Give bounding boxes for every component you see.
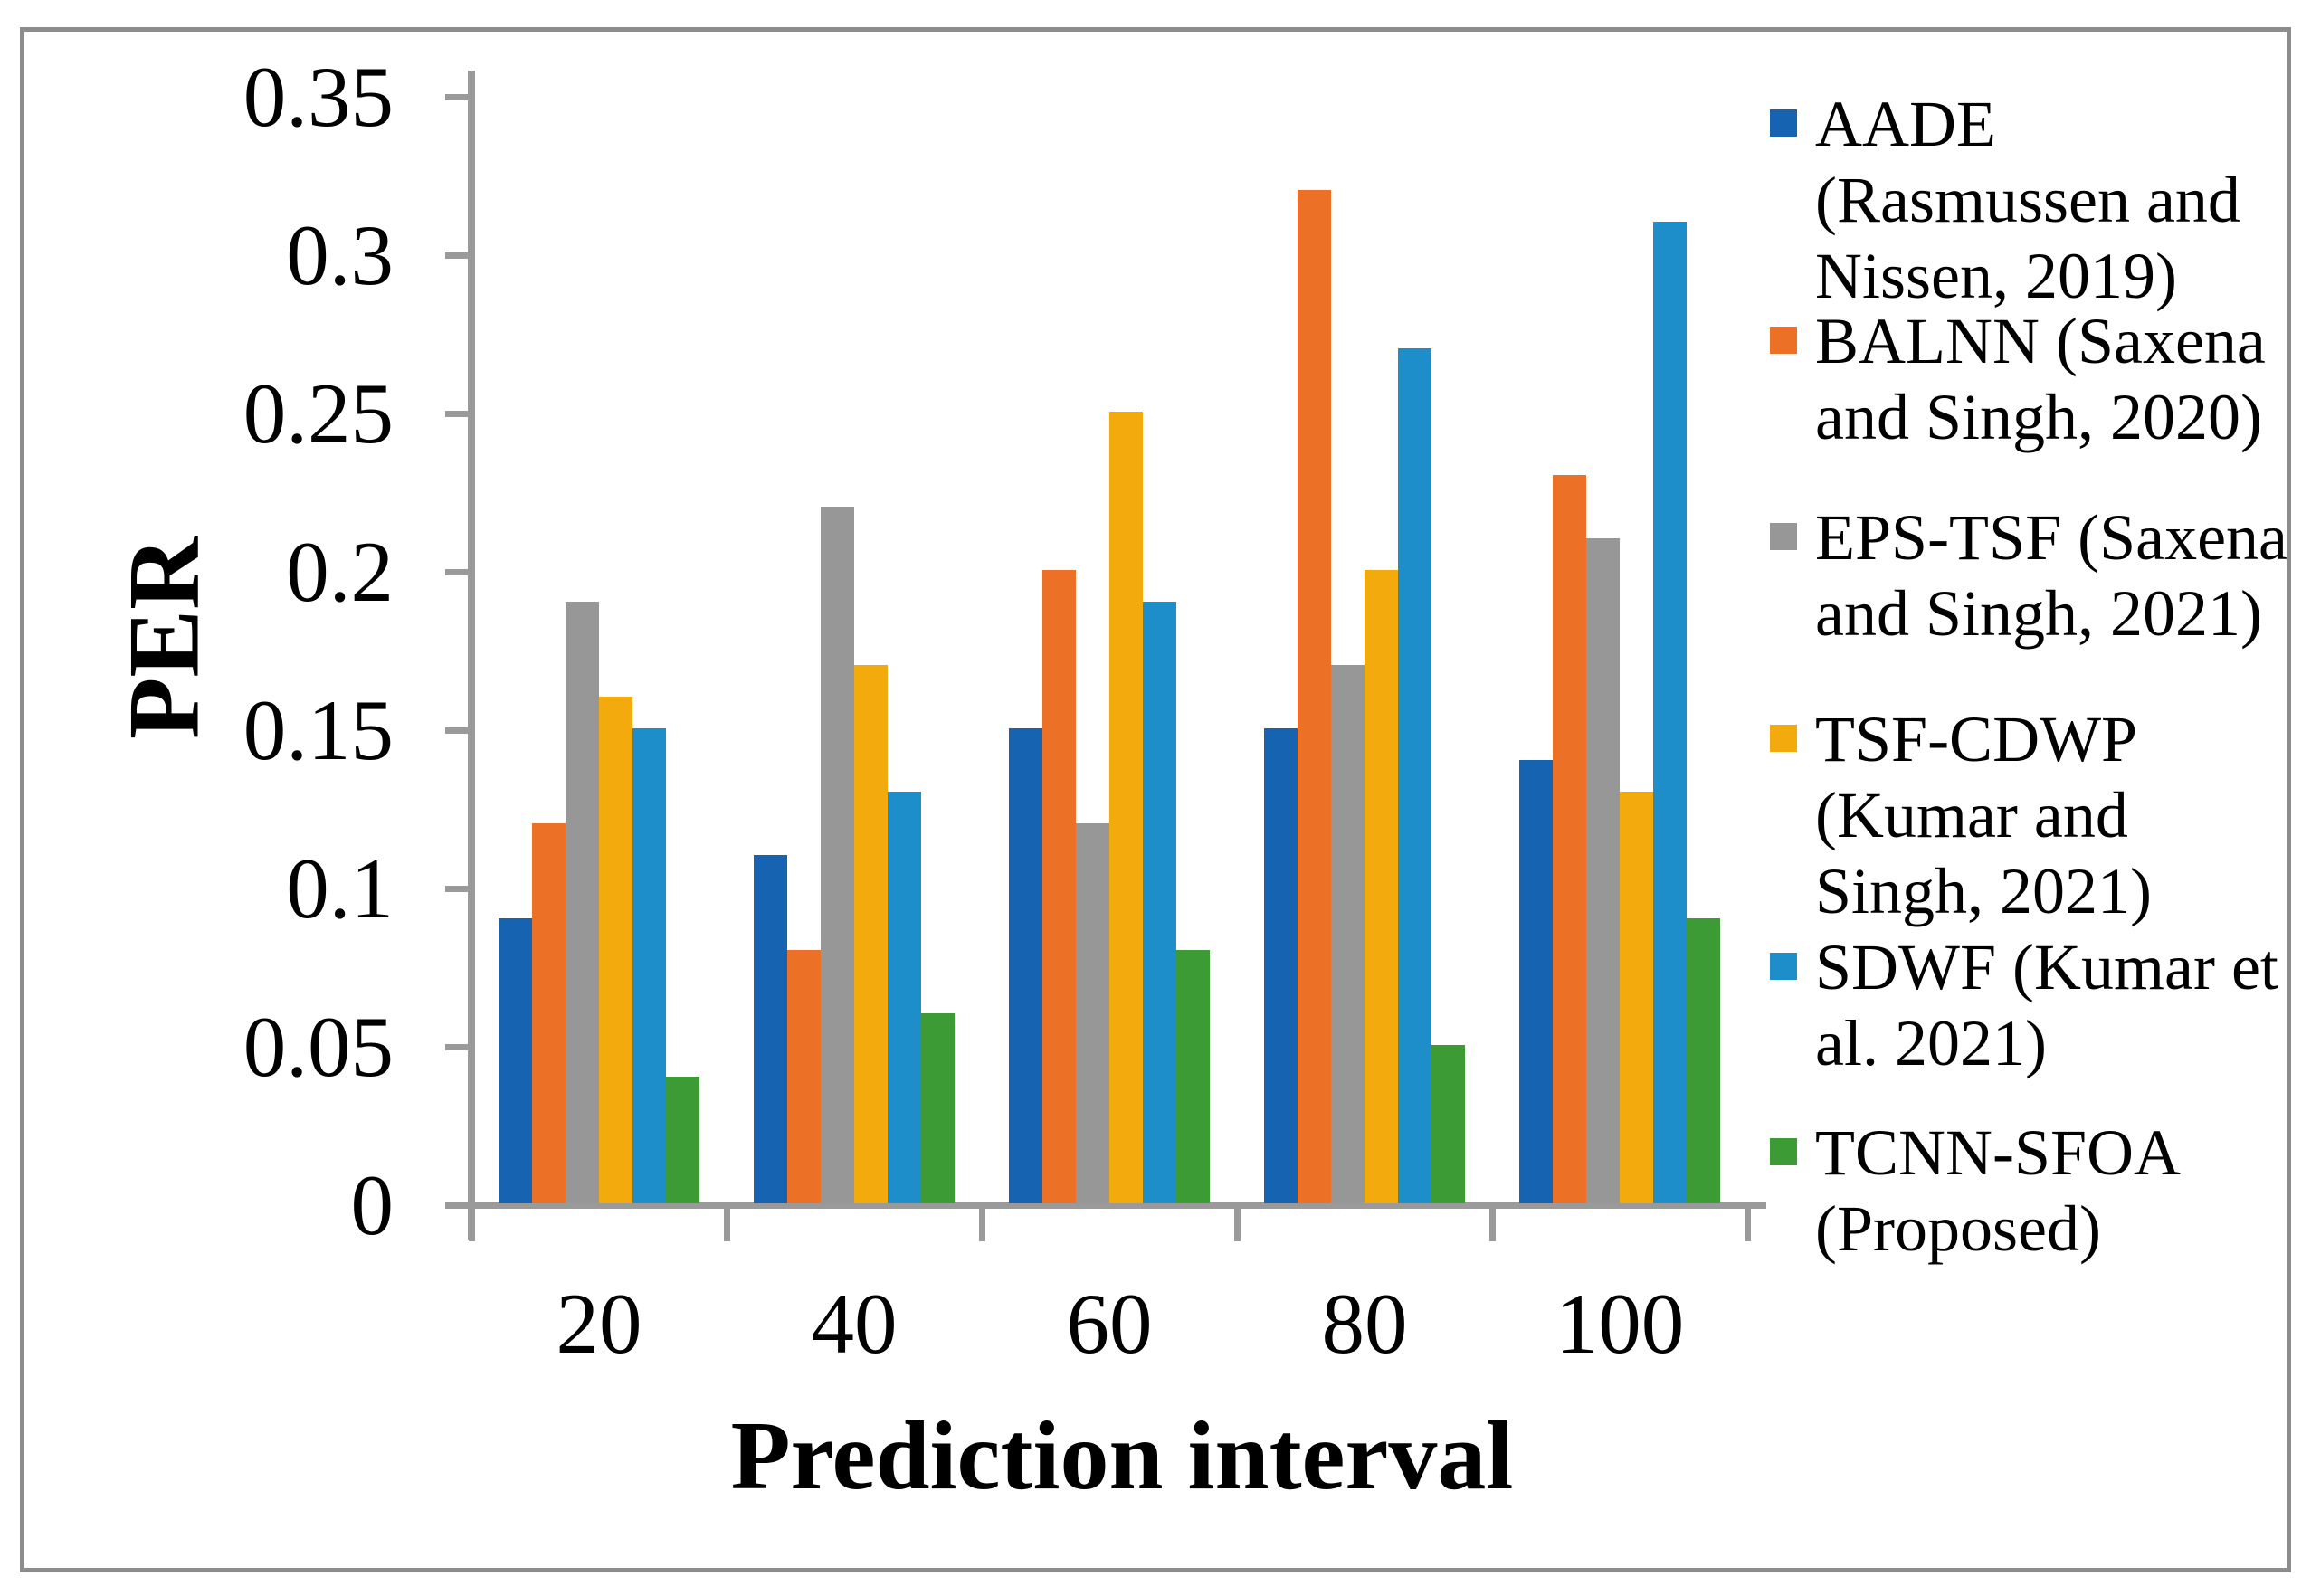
bar-aade-40 (754, 855, 787, 1203)
bar-tcnn-sfoa-20 (666, 1077, 699, 1203)
x-tick-label-40: 40 (811, 1276, 898, 1372)
legend-marker-aade-icon (1770, 109, 1797, 137)
bar-tcnn-sfoa-100 (1687, 918, 1720, 1203)
y-tick-label-0: 0 (350, 1157, 395, 1253)
bar-aade-20 (499, 918, 532, 1203)
y-axis-line (468, 71, 475, 1240)
bar-balnn-60 (1042, 570, 1076, 1203)
y-tick-label-0.25: 0.25 (243, 366, 394, 461)
bar-tcnn-sfoa-80 (1431, 1045, 1465, 1203)
bar-balnn-80 (1298, 190, 1331, 1203)
x-tick-4 (1489, 1209, 1496, 1241)
legend-label-eps-tsf: EPS-TSF (Saxena and Singh, 2021) (1815, 501, 2287, 650)
bar-aade-60 (1009, 728, 1042, 1203)
bar-aade-100 (1519, 760, 1553, 1203)
chart-outer-border (20, 27, 2291, 1572)
x-tick-3 (1234, 1209, 1241, 1241)
bar-tsf-cdwp-40 (854, 665, 888, 1203)
y-tick-0.35 (445, 94, 471, 100)
x-tick-2 (979, 1209, 985, 1241)
bar-sdwf-60 (1143, 602, 1176, 1203)
y-tick-0.2 (445, 569, 471, 575)
legend-item-tcnn-sfoa: TCNN-SFOA (Proposed) (1770, 1115, 2181, 1267)
x-axis-line (445, 1202, 1766, 1209)
bar-tsf-cdwp-60 (1109, 412, 1143, 1203)
bar-eps-tsf-60 (1076, 823, 1109, 1203)
legend-marker-tsf-cdwp-icon (1770, 725, 1797, 752)
y-tick-0.25 (445, 411, 471, 417)
x-tick-label-80: 80 (1321, 1276, 1408, 1372)
y-tick-label-0.35: 0.35 (243, 49, 394, 145)
y-tick-label-0.2: 0.2 (286, 524, 394, 620)
x-tick-1 (724, 1209, 730, 1241)
legend-label-sdwf: SDWF (Kumar et al. 2021) (1815, 931, 2278, 1079)
legend-item-sdwf: SDWF (Kumar et al. 2021) (1770, 929, 2278, 1081)
y-tick-0.15 (445, 727, 471, 734)
bar-sdwf-100 (1653, 222, 1687, 1203)
bar-tsf-cdwp-100 (1620, 792, 1653, 1203)
legend-marker-balnn-icon (1770, 327, 1797, 354)
legend-marker-eps-tsf-icon (1770, 523, 1797, 550)
x-tick-0 (469, 1209, 475, 1241)
bar-eps-tsf-80 (1331, 665, 1365, 1203)
bar-sdwf-80 (1398, 348, 1431, 1203)
bar-balnn-20 (532, 823, 566, 1203)
legend-item-aade: AADE (Rasmussen and Nissen, 2019) (1770, 86, 2240, 314)
y-tick-0.3 (445, 252, 471, 259)
x-tick-label-20: 20 (556, 1276, 642, 1372)
legend-label-tsf-cdwp: TSF-CDWP (Kumar and Singh, 2021) (1815, 703, 2153, 927)
y-tick-label-0.05: 0.05 (243, 999, 394, 1095)
legend-label-aade: AADE (Rasmussen and Nissen, 2019) (1815, 88, 2240, 312)
bar-eps-tsf-40 (821, 507, 854, 1203)
bar-sdwf-40 (888, 792, 921, 1203)
bar-aade-80 (1264, 728, 1298, 1203)
bar-eps-tsf-20 (566, 602, 599, 1203)
bar-tsf-cdwp-20 (599, 697, 632, 1203)
bar-balnn-40 (787, 950, 821, 1203)
x-tick-5 (1745, 1209, 1751, 1241)
y-tick-0.05 (445, 1044, 471, 1050)
x-tick-label-100: 100 (1555, 1276, 1685, 1372)
legend-label-balnn: BALNN (Saxena and Singh, 2020) (1815, 305, 2266, 453)
y-tick-label-0.15: 0.15 (243, 682, 394, 778)
legend-item-eps-tsf: EPS-TSF (Saxena and Singh, 2021) (1770, 499, 2287, 651)
x-axis-title: Prediction interval (730, 1402, 1514, 1510)
bar-tcnn-sfoa-40 (921, 1013, 955, 1203)
bar-balnn-100 (1553, 475, 1586, 1203)
y-tick-0 (445, 1202, 471, 1209)
bar-eps-tsf-100 (1586, 538, 1620, 1203)
x-tick-label-60: 60 (1066, 1276, 1153, 1372)
y-tick-0.1 (445, 886, 471, 892)
y-tick-label-0.1: 0.1 (286, 841, 394, 936)
legend-marker-sdwf-icon (1770, 953, 1797, 980)
legend-label-tcnn-sfoa: TCNN-SFOA (Proposed) (1815, 1116, 2182, 1265)
y-tick-label-0.3: 0.3 (286, 207, 394, 303)
legend-item-balnn: BALNN (Saxena and Singh, 2020) (1770, 303, 2266, 455)
bar-sdwf-20 (632, 728, 666, 1203)
legend-marker-tcnn-sfoa-icon (1770, 1138, 1797, 1165)
bar-tsf-cdwp-80 (1365, 570, 1398, 1203)
bar-tcnn-sfoa-60 (1176, 950, 1210, 1203)
legend-item-tsf-cdwp: TSF-CDWP (Kumar and Singh, 2021) (1770, 701, 2152, 929)
